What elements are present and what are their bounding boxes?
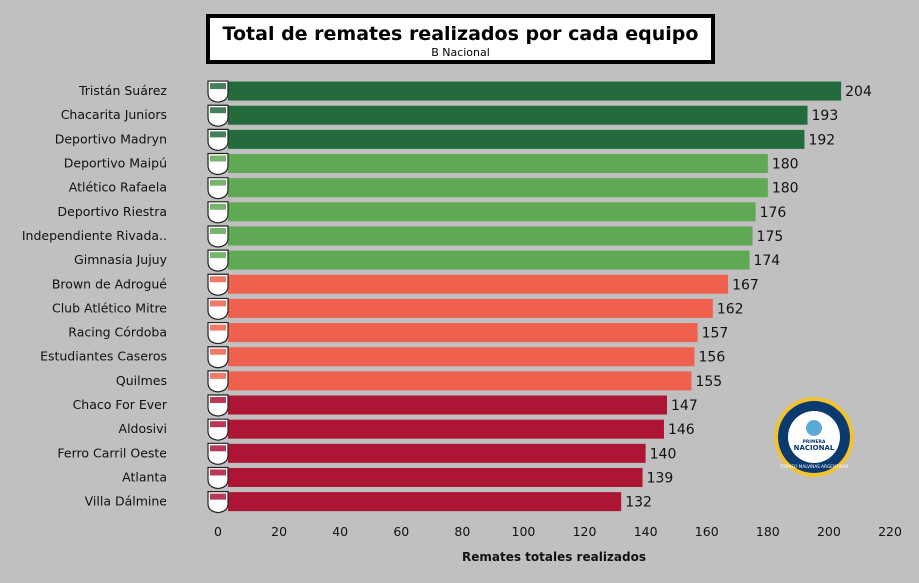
value-label: 147	[671, 398, 698, 414]
bar	[228, 81, 842, 101]
maipu-crest-band-icon	[210, 155, 226, 162]
bar	[228, 154, 768, 174]
team-label: Club Atlético Mitre	[52, 300, 167, 315]
team-label: Aldosivi	[119, 421, 167, 436]
team-label: Chaco For Ever	[73, 397, 168, 412]
rafaela-crest-band-icon	[210, 179, 226, 186]
value-label: 146	[668, 422, 695, 438]
value-label: 139	[647, 470, 674, 486]
team-label: Atlético Rafaela	[69, 180, 167, 195]
bar	[228, 419, 664, 439]
estudiantes-caseros-crest-band-icon	[210, 348, 226, 355]
x-tick-label: 120	[573, 524, 597, 539]
bar	[228, 105, 808, 125]
value-label: 156	[699, 350, 726, 366]
bar	[228, 467, 643, 487]
rivadavia-crest-band-icon	[210, 227, 226, 234]
team-label: Deportivo Maipú	[64, 156, 167, 171]
tristan-suarez-crest-band-icon	[210, 83, 226, 90]
bar	[228, 443, 646, 463]
value-label: 157	[702, 326, 729, 342]
x-axis-label: Remates totales realizados	[462, 550, 646, 564]
chart-title-box: Total de remates realizados por cada equ…	[206, 14, 715, 64]
x-tick-label: 140	[634, 524, 658, 539]
value-label: 162	[717, 301, 744, 317]
x-tick-label: 40	[332, 524, 348, 539]
bar	[228, 226, 753, 246]
x-tick-label: 20	[271, 524, 287, 539]
aldosivi-crest-band-icon	[210, 421, 226, 428]
value-label: 140	[650, 446, 677, 462]
value-label: 175	[757, 229, 784, 245]
logo-text-main: NACIONAL	[794, 444, 835, 452]
bar	[228, 274, 729, 294]
bar	[228, 323, 698, 343]
value-label: 155	[695, 374, 722, 390]
value-label: 176	[760, 205, 787, 221]
team-label: Quilmes	[116, 373, 167, 388]
racing-cordoba-crest-band-icon	[210, 324, 226, 331]
logo-center-icon	[788, 411, 840, 463]
madryn-crest-band-icon	[210, 131, 226, 138]
bar	[228, 371, 692, 391]
x-tick-label: 220	[878, 524, 902, 539]
chaco-for-ever-crest-band-icon	[210, 397, 226, 404]
x-tick-label: 0	[214, 524, 222, 539]
x-tick-label: 200	[817, 524, 841, 539]
team-label: Tristán Suárez	[78, 83, 167, 98]
team-label: Independiente Rivada..	[22, 228, 167, 243]
x-tick-label: 60	[393, 524, 409, 539]
quilmes-crest-band-icon	[210, 372, 226, 379]
value-label: 180	[772, 181, 799, 197]
team-label: Villa Dálmine	[85, 494, 168, 509]
bar	[228, 298, 713, 318]
mitre-crest-band-icon	[210, 300, 226, 307]
villa-dalmine-crest-band-icon	[210, 493, 226, 500]
team-label: Chacarita Juniors	[61, 107, 167, 122]
value-label: 193	[812, 108, 839, 124]
value-label: 180	[772, 157, 799, 173]
logo-ball-icon	[806, 420, 822, 436]
bar	[228, 395, 668, 415]
bar	[228, 250, 750, 270]
value-label: 167	[732, 277, 759, 293]
x-tick-label: 80	[454, 524, 470, 539]
bar	[228, 129, 805, 149]
team-label: Deportivo Madryn	[55, 131, 167, 146]
value-label: 192	[808, 132, 835, 148]
value-label: 204	[845, 84, 872, 100]
chart-title: Total de remates realizados por cada equ…	[222, 23, 699, 45]
ferro-crest-band-icon	[210, 445, 226, 452]
bar	[228, 202, 756, 222]
team-label: Ferro Carril Oeste	[57, 445, 167, 460]
bar	[228, 178, 768, 198]
bar	[228, 492, 622, 512]
chart-subtitle: B Nacional	[431, 46, 490, 59]
x-tick-label: 160	[695, 524, 719, 539]
logo-text-ring: TORNEO MALVINAS ARGENTINAS	[779, 464, 849, 469]
team-label: Brown de Adrogué	[52, 276, 167, 291]
bar	[228, 347, 695, 367]
team-label: Atlanta	[122, 469, 167, 484]
value-label: 132	[625, 495, 652, 511]
x-tick-label: 180	[756, 524, 780, 539]
chacarita-crest-band-icon	[210, 107, 226, 114]
value-label: 174	[753, 253, 780, 269]
logo-text-top: PRIMERA	[803, 439, 826, 445]
atlanta-crest-band-icon	[210, 469, 226, 476]
team-label: Deportivo Riestra	[58, 204, 168, 219]
brown-adrogue-crest-band-icon	[210, 276, 226, 283]
team-label: Gimnasia Jujuy	[74, 252, 168, 267]
x-tick-label: 100	[512, 524, 536, 539]
team-label: Racing Córdoba	[68, 325, 167, 340]
gimnasia-jujuy-crest-band-icon	[210, 252, 226, 259]
riestra-crest-band-icon	[210, 203, 226, 210]
team-label: Estudiantes Caseros	[40, 349, 167, 364]
